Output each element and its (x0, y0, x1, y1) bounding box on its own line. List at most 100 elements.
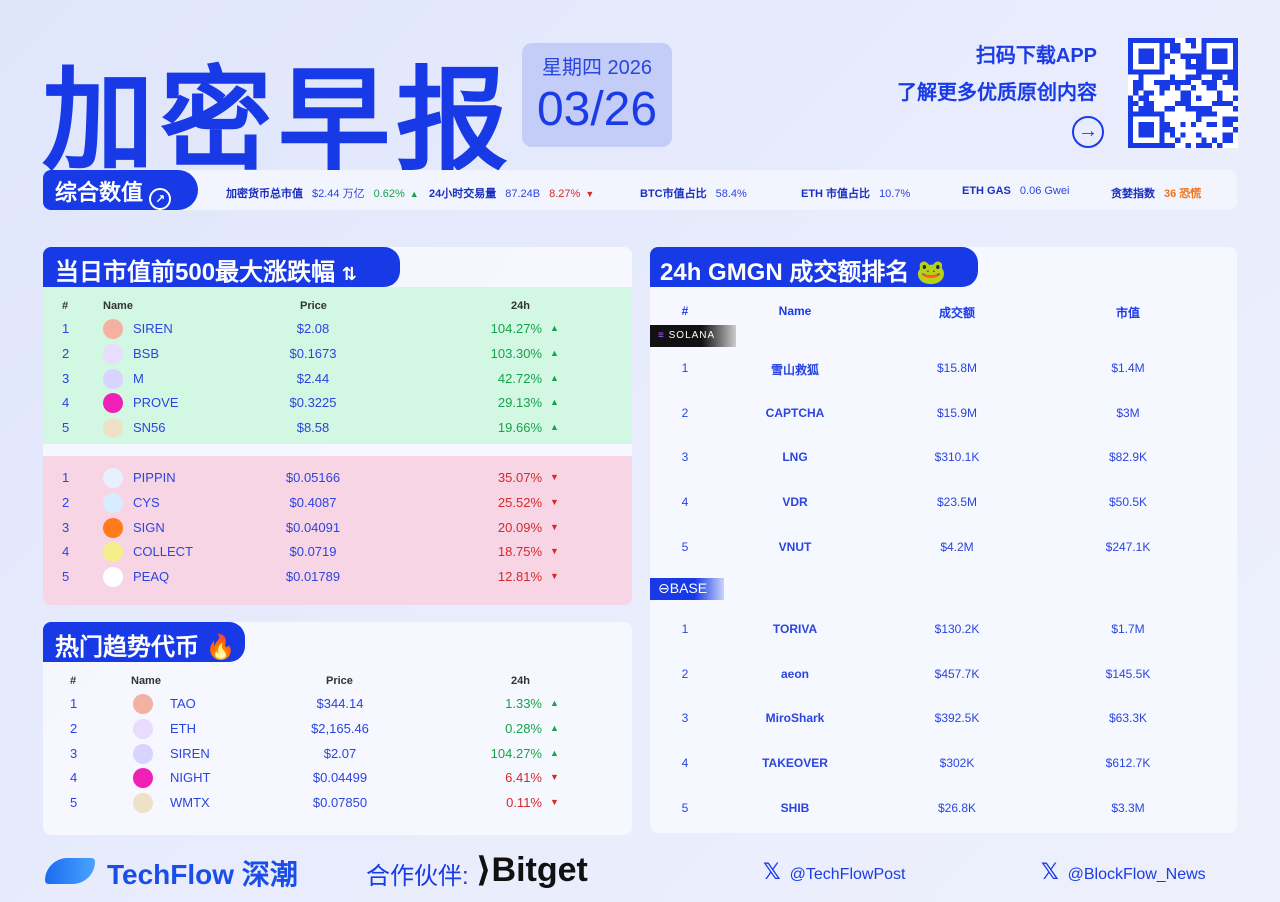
rank: 4 (681, 756, 689, 771)
x-link-techflow[interactable]: 𝕏 @TechFlowPost (763, 859, 905, 885)
stat-key: BTC市值占比 (640, 188, 707, 200)
coin-icon (103, 468, 123, 488)
triangle-up-icon: ▲ (550, 323, 559, 333)
table-row[interactable]: 1 TAO $344.14 1.33% ▲ (0, 694, 559, 716)
partner-label: 合作伙伴: (366, 863, 469, 890)
rank: 5 (681, 800, 689, 815)
table-row[interactable]: 5 VNUT $4.2M $247.1K (0, 540, 1151, 560)
triangle-down-icon: ▼ (550, 496, 559, 507)
table-row[interactable]: 4 NIGHT $0.04499 6.41% ▼ (0, 768, 559, 790)
volume: $26.8K (937, 800, 977, 815)
x-logo-icon: 𝕏 (763, 859, 781, 884)
base-logo-icon: ⊖ (658, 580, 670, 596)
col-header: 24h (511, 300, 530, 312)
volume: $23.5M (936, 495, 978, 510)
col-header: # (62, 300, 69, 312)
token-name: TAKEOVER (762, 756, 828, 771)
table-row[interactable]: 3 M $2.44 42.72% ▲ (0, 368, 559, 391)
table-row[interactable]: 4 COLLECT $0.0719 18.75% ▼ (0, 542, 559, 564)
table-row[interactable]: 5 WMTX $0.07850 0.11% ▼ (0, 793, 559, 815)
stat-change: 0.62% (373, 188, 405, 200)
table-row[interactable]: 5 SN56 $8.58 19.66% ▲ (0, 418, 559, 440)
table-row[interactable]: 2 ETH $2,165.46 0.28% ▲ (0, 718, 559, 741)
table-row[interactable]: 5 PEAQ $0.01789 12.81% ▼ (0, 567, 559, 589)
table-row[interactable]: 3 SIGN $0.04091 20.09% ▼ (0, 517, 559, 540)
price: $2.08 (296, 321, 330, 336)
rank: 3 (681, 711, 689, 726)
change-24h: 0.28% (505, 720, 542, 736)
promo-line-1: 扫码下载APP (975, 45, 1097, 67)
gmgn-header: 24h GMGN 成交额排名 🐸 (650, 247, 978, 287)
change-24h: 29.13% (497, 395, 542, 411)
x-link-blockflow[interactable]: 𝕏 @BlockFlow_News (1041, 859, 1206, 885)
triangle-up-icon: ▲ (550, 347, 559, 358)
token-name: VDR (782, 495, 808, 510)
rank: 2 (681, 405, 689, 420)
coin-icon (103, 393, 123, 414)
rank: 3 (62, 519, 70, 535)
coin-icon (133, 694, 153, 714)
qr-code[interactable] (1128, 38, 1238, 148)
stat-item: ETH GAS 0.06 Gwei (962, 185, 1069, 197)
stat-value: 0.06 Gwei (1019, 185, 1070, 197)
losers-bg (43, 456, 632, 605)
gmgn-title: 24h GMGN 成交额排名 (660, 259, 910, 286)
table-row[interactable]: 4 PROVE $0.3225 29.13% ▲ (0, 393, 559, 415)
trending-header: 热门趋势代币 🔥 (43, 622, 245, 662)
rank: 1 (62, 470, 70, 485)
change-24h: 42.72% (497, 370, 542, 386)
table-row[interactable]: 3 MiroShark $392.5K $63.3K (0, 711, 1147, 731)
rank: 5 (681, 539, 689, 554)
table-row[interactable]: 5 SHIB $26.8K $3.3M (0, 801, 1145, 821)
volume: $4.2M (940, 539, 974, 554)
x-handle: @BlockFlow_News (1067, 866, 1206, 883)
triangle-up-icon: ▲ (550, 372, 559, 383)
coin-name: PIPPIN (133, 470, 176, 485)
table-row[interactable]: 3 SIREN $2.07 104.27% ▲ (0, 743, 559, 766)
table-row[interactable]: 1 PIPPIN $0.05166 35.07% ▼ (0, 468, 559, 490)
table-row[interactable]: 1 雪山救狐 $15.8M $1.4M (0, 361, 1145, 381)
coin-name: WMTX (170, 795, 210, 811)
stat-item: BTC市值占比 58.4% (640, 185, 747, 201)
change-24h: 35.07% (497, 470, 542, 485)
gainers-bg (43, 287, 632, 444)
table-row[interactable]: 2 CYS $0.4087 25.52% ▼ (0, 492, 559, 515)
price: $0.05166 (285, 470, 341, 485)
table-row[interactable]: 1 TORIVA $130.2K $1.7M (0, 622, 1145, 642)
triangle-up-icon: ▲ (550, 747, 559, 758)
table-row[interactable]: 4 TAKEOVER $302K $612.7K (0, 756, 1151, 776)
techflow-logo-icon (45, 858, 95, 884)
triangle-up-icon: ▲ (409, 189, 419, 199)
table-row[interactable]: 2 BSB $0.1673 103.30% ▲ (0, 343, 559, 366)
stat-value: 87.24B (505, 188, 541, 200)
brand-name: TechFlow 深潮 (107, 859, 298, 890)
price: $0.3225 (289, 395, 337, 411)
rank: 2 (62, 494, 70, 510)
coin-name: NIGHT (170, 770, 211, 786)
rank: 3 (62, 370, 70, 386)
volume: $302K (939, 756, 975, 771)
arrow-right-icon[interactable]: → (1072, 116, 1104, 148)
solana-label: SOLANA (668, 330, 716, 341)
volume: $15.9M (936, 405, 978, 420)
price: $0.4087 (289, 494, 337, 510)
coin-name: SN56 (133, 420, 166, 436)
price: $0.07850 (312, 795, 368, 811)
triangle-down-icon: ▼ (550, 472, 559, 482)
col-header: # (70, 675, 77, 687)
token-name: aeon (780, 666, 810, 681)
stats-bar (43, 170, 1237, 210)
table-row[interactable]: 4 VDR $23.5M $50.5K (0, 495, 1147, 515)
table-row[interactable]: 2 CAPTCHA $15.9M $3M (0, 406, 1140, 426)
token-name: MiroShark (765, 711, 825, 726)
table-row[interactable]: 1 SIREN $2.08 104.27% ▲ (0, 319, 559, 341)
table-row[interactable]: 3 LNG $310.1K $82.9K (0, 450, 1147, 470)
volume: $457.7K (934, 666, 980, 681)
col-header: 成交额 (938, 306, 976, 320)
table-row[interactable]: 2 aeon $457.7K $145.5K (0, 667, 1151, 687)
change-24h: 18.75% (497, 544, 542, 560)
change-24h: 6.41% (505, 770, 542, 786)
rank: 2 (681, 666, 689, 681)
change-24h: 1.33% (505, 696, 542, 711)
market-cap: $82.9K (1108, 450, 1148, 465)
